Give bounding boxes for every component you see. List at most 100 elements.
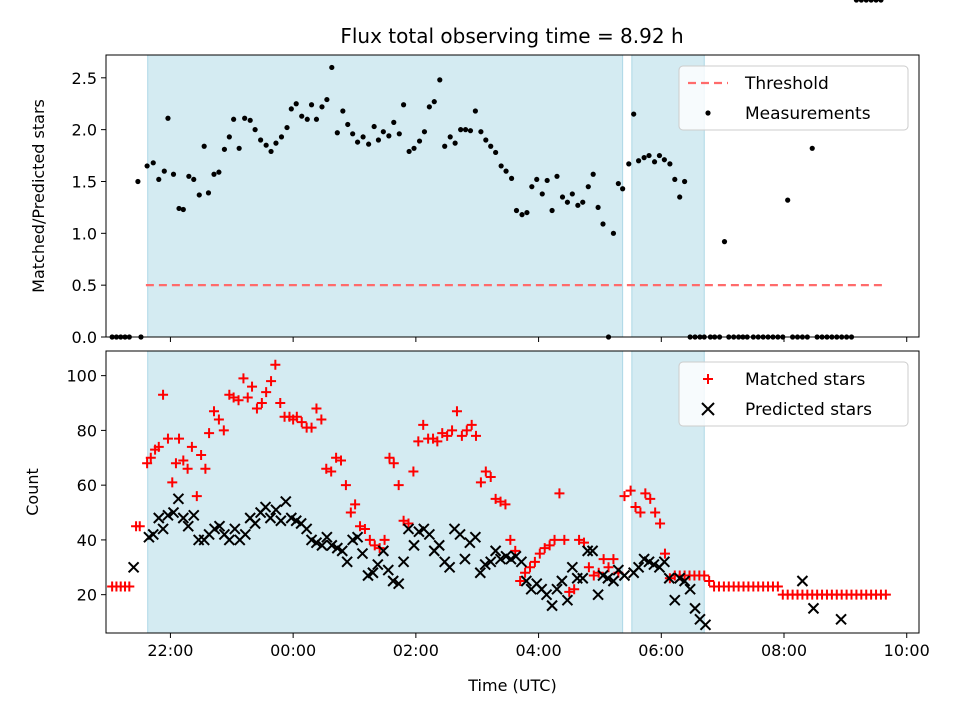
measurement-point xyxy=(340,108,346,114)
matched-star-point xyxy=(418,419,429,430)
legend-label-1: Measurements xyxy=(745,104,871,124)
matched-star-point xyxy=(261,387,272,398)
matched-star-point xyxy=(650,507,661,518)
predicted-star-point xyxy=(566,561,579,573)
matched-star-point xyxy=(603,562,614,573)
matched-star-point xyxy=(500,499,511,510)
matched-star-point xyxy=(174,433,185,444)
matched-star-point xyxy=(554,488,565,499)
predicted-star-point xyxy=(270,504,282,516)
predicted-star-point xyxy=(310,536,323,549)
measurement-point xyxy=(873,0,879,3)
measurement-point xyxy=(247,117,253,123)
measurement-point xyxy=(252,127,258,133)
y-tick-label-2: 1.0 xyxy=(72,224,97,243)
measurement-point xyxy=(585,184,591,190)
measurement-point xyxy=(191,176,197,183)
predicted-star-point xyxy=(264,512,277,524)
matched-star-point xyxy=(704,575,715,586)
measurement-point xyxy=(350,131,356,137)
measurement-point xyxy=(176,205,182,212)
matched-star-point xyxy=(162,433,173,444)
matched-star-point xyxy=(475,477,486,488)
matched-star-point xyxy=(583,562,594,573)
measurement-point xyxy=(319,104,325,110)
matched-star-point xyxy=(238,373,249,384)
matched-star-point xyxy=(655,518,666,529)
measurement-point xyxy=(488,143,494,149)
predicted-star-point xyxy=(658,556,671,568)
measurement-point xyxy=(467,128,474,134)
predicted-star-point xyxy=(689,602,701,615)
ratio-panel: 0.0 0.5 1.0 1.5 2.0 2.5 Matched/Predicted star… xyxy=(29,0,920,347)
measurement-point xyxy=(569,191,575,197)
matched-star-point xyxy=(880,589,891,600)
predicted-star-point xyxy=(280,495,292,508)
matched-star-point xyxy=(461,425,472,436)
measurement-point xyxy=(498,163,504,169)
predicted-star-point xyxy=(182,520,194,532)
measurement-point xyxy=(635,158,642,164)
matched-star-point xyxy=(388,458,399,469)
matched-star-point xyxy=(196,450,207,461)
matched-star-point xyxy=(275,398,286,409)
measurement-point xyxy=(161,168,167,174)
measurement-point xyxy=(360,134,366,140)
measurement-point xyxy=(631,111,637,117)
predicted-star-point xyxy=(188,509,200,521)
matched-star-point xyxy=(379,534,390,545)
matched-star-point xyxy=(336,455,347,466)
predicted-star-point xyxy=(213,520,226,532)
matched-star-point xyxy=(393,480,404,491)
measurement-point xyxy=(324,96,330,103)
matched-star-point xyxy=(291,411,302,422)
matched-star-point xyxy=(266,376,277,387)
predicted-star-point xyxy=(454,528,466,541)
matched-star-point xyxy=(549,534,560,545)
predicted-star-point xyxy=(520,575,533,587)
matched-star-point xyxy=(296,417,307,428)
predicted-star-point xyxy=(321,531,333,543)
matched-star-point xyxy=(520,567,531,578)
measurement-point xyxy=(575,202,581,208)
predicted-star-point xyxy=(372,558,384,571)
measurement-point xyxy=(416,138,423,144)
measurement-point xyxy=(211,171,217,177)
matched-star-point xyxy=(608,554,619,565)
matched-star-point xyxy=(645,493,656,504)
y-tick-label-1: 40 xyxy=(77,531,97,550)
matched-star-point xyxy=(247,381,258,392)
measurement-point xyxy=(458,127,464,133)
x-axis-label: Time (UTC) xyxy=(467,676,556,695)
axes-frame xyxy=(105,350,920,634)
matched-star-point xyxy=(256,398,267,409)
observing-interval-0 xyxy=(147,54,624,338)
matched-star-point xyxy=(311,403,322,414)
measurement-point xyxy=(288,106,294,112)
predicted-star-point xyxy=(494,553,507,565)
predicted-star-point xyxy=(239,528,251,541)
matched-star-point xyxy=(619,491,630,502)
legend-label-0: Threshold xyxy=(744,74,829,94)
measurement-point xyxy=(878,0,884,3)
measurement-point xyxy=(483,137,489,143)
predicted-star-point xyxy=(607,575,620,587)
matched-star-point xyxy=(350,499,361,510)
predicted-star-point xyxy=(561,594,574,606)
measurement-point xyxy=(610,230,617,236)
predicted-star-point xyxy=(177,512,190,524)
matched-star-point xyxy=(204,428,215,439)
matched-star-point xyxy=(515,575,526,586)
matched-star-point xyxy=(640,488,651,499)
matched-star-point xyxy=(142,458,153,469)
y-tick-label-3: 1.5 xyxy=(72,172,97,191)
matched-star-point xyxy=(456,430,467,441)
measurement-point xyxy=(165,115,171,121)
y-tick-label-0: 0.0 xyxy=(72,328,97,347)
predicted-star-point xyxy=(147,528,159,541)
x-tick-label-6: 10:00 xyxy=(884,641,930,660)
matched-star-point xyxy=(316,414,327,425)
matched-star-point xyxy=(218,425,229,436)
predicted-star-point xyxy=(408,539,420,552)
matched-star-point xyxy=(186,441,197,452)
